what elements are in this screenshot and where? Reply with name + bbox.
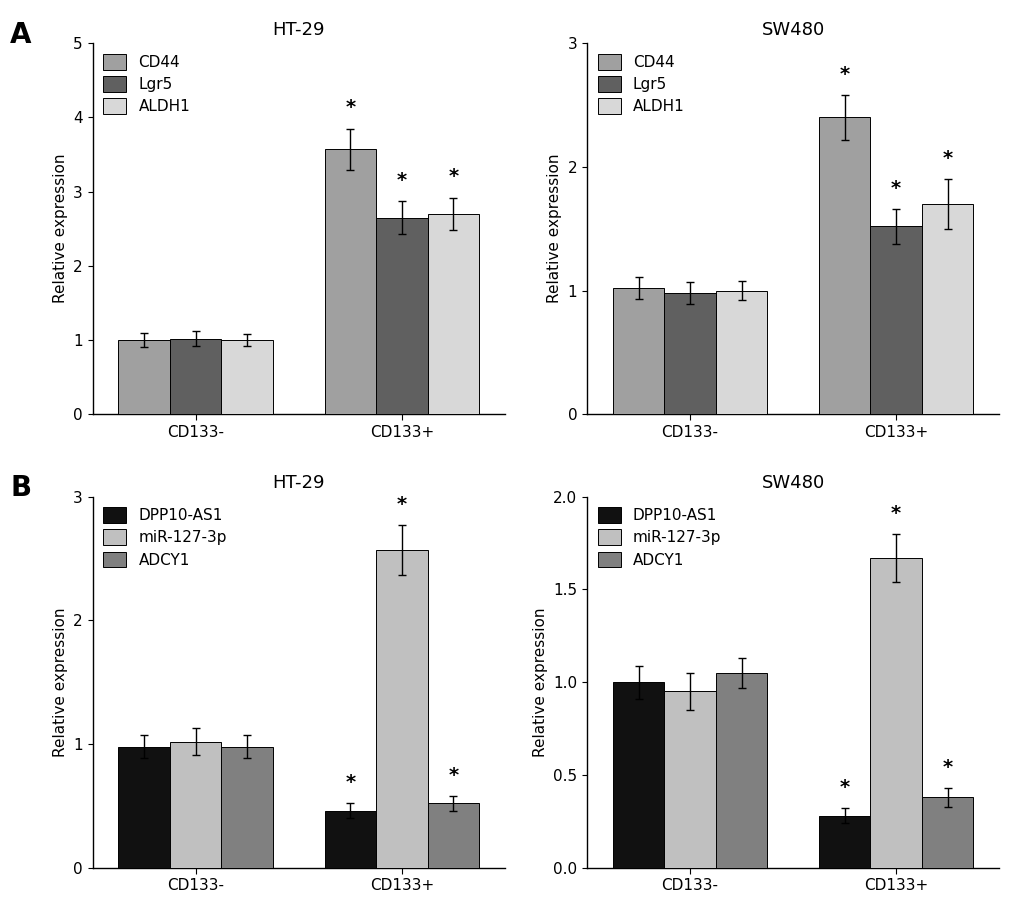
Bar (118, 747, 170, 867)
Text: *: * (396, 495, 407, 514)
Bar (921, 797, 972, 867)
Legend: DPP10-AS1, miR-127-3p, ADCY1: DPP10-AS1, miR-127-3p, ADCY1 (591, 501, 727, 574)
Text: *: * (891, 504, 901, 523)
Legend: CD44, Lgr5, ALDH1: CD44, Lgr5, ALDH1 (97, 48, 197, 120)
Y-axis label: Relative expression: Relative expression (546, 154, 561, 303)
Bar (221, 747, 273, 867)
Y-axis label: Relative expression: Relative expression (532, 608, 547, 757)
Bar (869, 227, 921, 414)
Bar (324, 811, 376, 867)
Bar (324, 149, 376, 414)
Text: A: A (10, 21, 32, 49)
Text: *: * (839, 778, 849, 797)
Text: *: * (447, 766, 458, 785)
Bar (715, 673, 766, 867)
Bar (376, 218, 427, 414)
Bar (663, 293, 715, 414)
Text: *: * (942, 149, 952, 168)
Title: SW480: SW480 (761, 474, 824, 493)
Text: *: * (942, 758, 952, 777)
Bar (170, 741, 221, 867)
Text: *: * (344, 773, 355, 792)
Text: *: * (891, 179, 901, 197)
Bar (427, 214, 479, 414)
Bar (715, 291, 766, 414)
Bar (663, 692, 715, 867)
Bar (427, 803, 479, 867)
Y-axis label: Relative expression: Relative expression (53, 154, 67, 303)
Text: *: * (344, 99, 355, 117)
Legend: DPP10-AS1, miR-127-3p, ADCY1: DPP10-AS1, miR-127-3p, ADCY1 (97, 501, 233, 574)
Legend: CD44, Lgr5, ALDH1: CD44, Lgr5, ALDH1 (591, 48, 690, 120)
Bar (170, 338, 221, 414)
Bar (612, 682, 663, 867)
Bar (221, 340, 273, 414)
Text: *: * (839, 65, 849, 84)
Title: HT-29: HT-29 (272, 474, 325, 493)
Bar (118, 340, 170, 414)
Text: *: * (396, 171, 407, 190)
Bar (818, 117, 869, 414)
Title: HT-29: HT-29 (272, 21, 325, 38)
Y-axis label: Relative expression: Relative expression (53, 608, 67, 757)
Bar (818, 816, 869, 867)
Title: SW480: SW480 (761, 21, 824, 38)
Text: *: * (447, 167, 458, 186)
Text: B: B (10, 474, 32, 503)
Bar (376, 550, 427, 867)
Bar (869, 558, 921, 867)
Bar (612, 288, 663, 414)
Bar (921, 204, 972, 414)
